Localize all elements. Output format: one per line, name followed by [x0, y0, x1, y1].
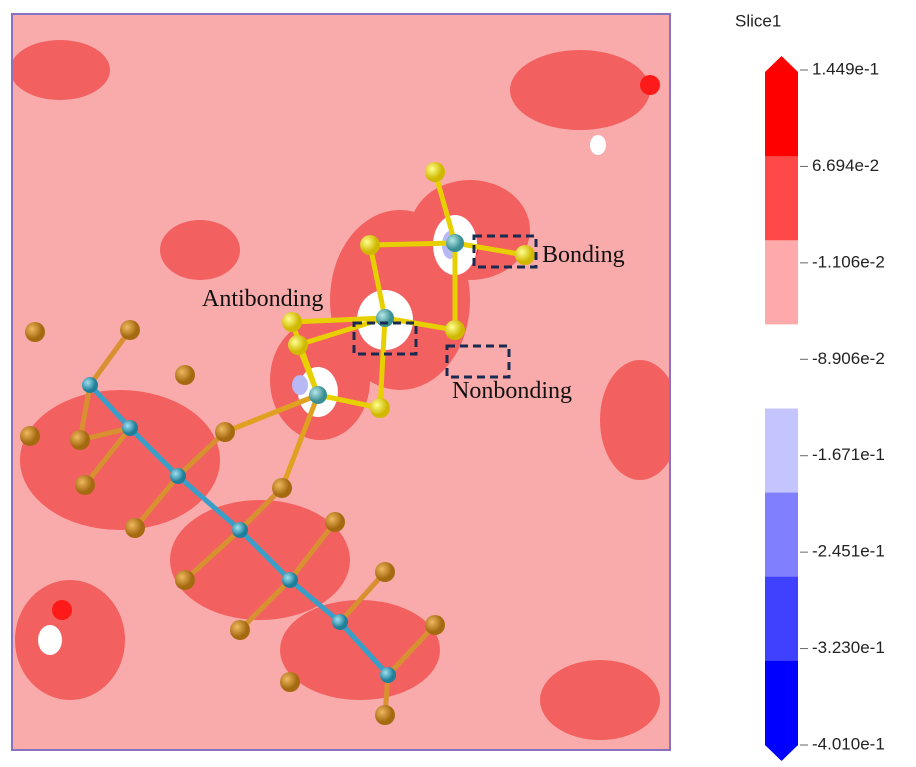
atom: [515, 245, 535, 265]
atom: [122, 420, 138, 436]
atom: [230, 620, 250, 640]
color-band: [765, 324, 798, 409]
atom: [232, 522, 248, 538]
atom: [215, 422, 235, 442]
atom: [175, 365, 195, 385]
bottom-arrow: [765, 745, 798, 761]
atom: [425, 162, 445, 182]
color-band: [765, 240, 798, 325]
tick-label: -3.230e-1: [812, 638, 885, 657]
atom: [282, 572, 298, 588]
bonding-label: Bonding: [542, 242, 625, 268]
atom: [425, 615, 445, 635]
atom: [170, 468, 186, 484]
atom: [125, 518, 145, 538]
antibonding-label: Antibonding: [202, 286, 323, 312]
atom: [288, 335, 308, 355]
contour-slice: [10, 14, 680, 750]
atom: [282, 312, 302, 332]
bond: [370, 243, 455, 245]
atom: [370, 398, 390, 418]
tick-label: -4.010e-1: [812, 734, 885, 753]
atom: [375, 705, 395, 725]
atom: [446, 234, 464, 252]
tick-label: 1.449e-1: [812, 59, 879, 78]
colorbar: 1.449e-1 6.694e-2 -1.106e-2 -8.906e-2 -1.671…: [765, 56, 885, 761]
atom: [332, 614, 348, 630]
tick-label: -2.451e-1: [812, 542, 885, 561]
color-band: [765, 661, 798, 746]
atom: [175, 570, 195, 590]
atom: [25, 322, 45, 342]
tick-label: -1.671e-1: [812, 445, 885, 464]
atom: [82, 377, 98, 393]
atom: [360, 235, 380, 255]
tick-label: 6.694e-2: [812, 156, 879, 175]
atom: [70, 430, 90, 450]
color-band: [765, 156, 798, 241]
figure: Bonding Antibonding Nonbonding Slice1 1.…: [0, 0, 916, 767]
atom: [280, 672, 300, 692]
atom: [325, 512, 345, 532]
top-arrow: [765, 56, 798, 72]
atom: [445, 320, 465, 340]
atom: [120, 320, 140, 340]
tick-label: -8.906e-2: [812, 349, 885, 368]
color-band: [765, 72, 798, 157]
atom: [20, 426, 40, 446]
atom: [75, 475, 95, 495]
atom: [375, 562, 395, 582]
atom: [272, 478, 292, 498]
nonbonding-label: Nonbonding: [452, 378, 572, 404]
tick-label: -1.106e-2: [812, 252, 885, 271]
color-band: [765, 493, 798, 578]
colorbar-title: Slice1: [735, 11, 781, 30]
atom: [309, 386, 327, 404]
color-band: [765, 409, 798, 494]
atom: [380, 667, 396, 683]
color-band: [765, 577, 798, 662]
